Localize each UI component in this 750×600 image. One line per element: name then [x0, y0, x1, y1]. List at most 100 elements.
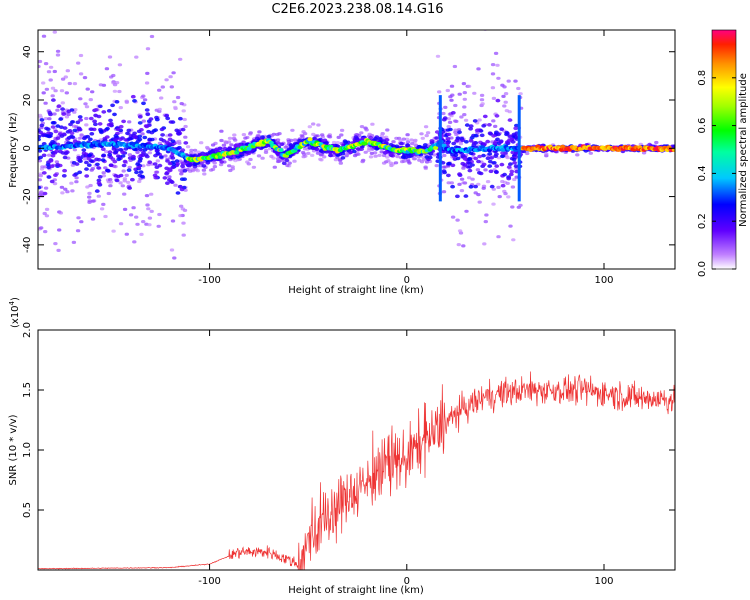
spectrogram-speckle — [127, 120, 132, 124]
spectrogram-cell — [88, 116, 94, 121]
spectrogram-speckle — [71, 240, 77, 244]
spectrogram-ridge-cell — [671, 148, 675, 152]
spectrogram-speckle — [251, 165, 257, 169]
spectrogram-speckle — [139, 232, 144, 236]
spectrogram-cell — [121, 119, 126, 124]
spectrogram-speckle — [38, 174, 43, 178]
spectrogram-cell — [199, 161, 204, 165]
spectrogram-cell — [147, 137, 153, 142]
spectrogram-cell — [174, 159, 180, 163]
colorbar-gradient — [712, 30, 736, 269]
spectrogram-cell — [59, 125, 64, 129]
spectrogram-cell — [428, 152, 434, 156]
spectrogram-speckle — [185, 145, 191, 149]
spectrogram-cell — [93, 113, 98, 118]
spectrogram-speckle — [338, 158, 343, 163]
spectrogram-cell — [482, 142, 487, 146]
spectrogram-cell — [176, 132, 182, 136]
spectrogram-cell — [426, 157, 431, 162]
spectrogram-speckle — [441, 190, 447, 194]
colorbar-tick-label: 0.6 — [697, 118, 708, 134]
spectrogram-cell — [88, 137, 93, 142]
spectrogram-speckle — [490, 72, 496, 76]
spectrogram-speckle — [147, 216, 153, 220]
snr-panel: -100 0 100 0.5 1.0 1.5 2.0 Height of straight … — [8, 297, 676, 596]
spectrogram-cell — [128, 134, 134, 138]
spectrogram-speckle — [125, 180, 131, 184]
spectrogram-cell — [276, 141, 281, 145]
spectrogram-cell — [114, 100, 120, 104]
spectrogram-cell — [513, 164, 519, 168]
spectrogram-speckle — [149, 209, 154, 213]
spectrogram-speckle — [79, 133, 84, 137]
spectrogram-cell — [62, 168, 67, 173]
spectrogram-cell — [507, 134, 513, 138]
spectrogram-cell — [284, 158, 290, 163]
spectrogram-cell — [72, 173, 78, 177]
spectrogram-cell — [167, 133, 173, 137]
spectrogram-speckle — [60, 191, 65, 195]
spectrogram-cell — [89, 132, 95, 136]
spectrogram-cell — [476, 159, 481, 164]
spectrogram-cell — [512, 161, 517, 165]
spectrogram-cell — [58, 149, 63, 154]
spectrogram-x-label: Height of straight line (km) — [288, 285, 424, 296]
spectrogram-speckle — [363, 150, 368, 154]
spectrogram-cell — [105, 126, 110, 131]
spectrogram-speckle — [496, 156, 502, 160]
spectrogram-speckle — [69, 181, 74, 185]
spectrogram-cell — [494, 152, 499, 156]
spectrogram-cell — [147, 160, 153, 164]
spectrogram-cell — [133, 135, 138, 139]
spectrogram-speckle — [336, 135, 341, 139]
spectrogram-speckle — [243, 136, 248, 140]
spectrogram-speckle — [50, 94, 55, 98]
x-tick-label: 0 — [404, 576, 410, 587]
spectrogram-speckle — [287, 161, 292, 165]
spectrogram-cell — [56, 104, 62, 108]
spectrogram-cell — [355, 147, 361, 151]
spectrogram-speckle — [510, 185, 516, 189]
spectrogram-cell — [467, 168, 473, 173]
spectrogram-cell — [457, 130, 462, 134]
spectrogram-speckle — [461, 181, 466, 185]
spectrogram-speckle — [501, 94, 506, 98]
snr-y-multiplier: (x104) — [8, 297, 21, 328]
spectrogram-speckle — [78, 97, 83, 101]
spectrogram-cell — [140, 153, 146, 158]
spectrogram-cell — [86, 157, 92, 161]
spectrogram-speckle — [459, 189, 465, 193]
spectrogram-cell — [59, 134, 65, 138]
spectrogram-speckle — [453, 128, 458, 132]
spectrogram-cell — [88, 127, 94, 131]
spectrogram-speckle — [64, 91, 70, 95]
spectrogram-frame — [37, 29, 676, 270]
spectrogram-speckle — [372, 151, 378, 155]
spectrogram-speckle — [157, 212, 162, 217]
spectrogram-cell — [42, 191, 48, 196]
spectrogram-cell — [487, 131, 493, 135]
spectrogram-speckle — [181, 233, 186, 237]
spectrogram-speckle — [112, 83, 118, 87]
spectrogram-cell — [167, 161, 173, 166]
spectrogram-cell — [41, 171, 47, 175]
spectrogram-cell — [159, 127, 165, 132]
spectrogram-cell — [493, 170, 499, 174]
spectrogram-speckle — [505, 181, 510, 185]
spectrogram-cell — [481, 124, 487, 128]
spectrogram-speckle — [477, 118, 482, 122]
spectrogram-speckle — [145, 47, 151, 51]
spectrogram-cell — [137, 115, 143, 119]
spectrogram-speckle — [52, 112, 57, 116]
spectrogram-speckle — [87, 191, 92, 195]
spectrogram-cell — [464, 123, 470, 127]
spectrogram-speckle — [449, 98, 454, 102]
spectrogram-speckle — [99, 207, 105, 211]
spectrogram-speckle — [178, 159, 183, 163]
spectrogram-cell — [176, 129, 182, 134]
spectrogram-speckle — [52, 182, 58, 186]
spectrogram-cell — [487, 164, 493, 168]
spectrogram-speckle — [449, 84, 455, 88]
spectrogram-cell — [61, 112, 67, 116]
